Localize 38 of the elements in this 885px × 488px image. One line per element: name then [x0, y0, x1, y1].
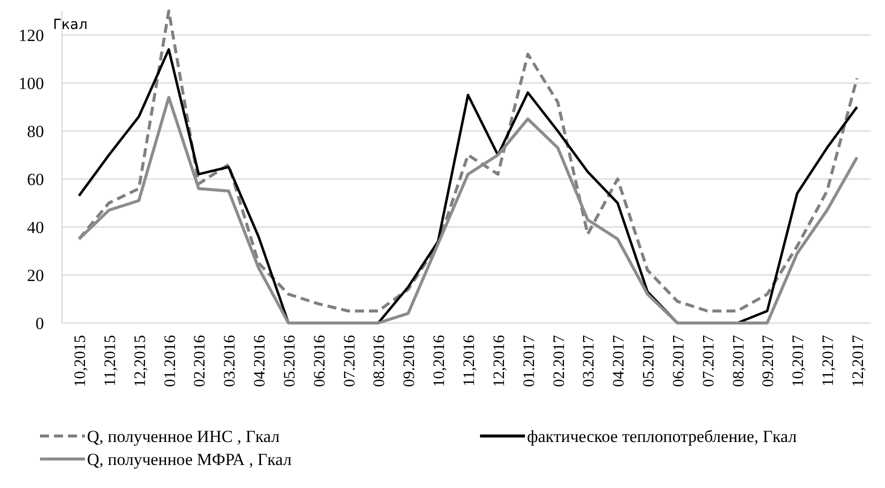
x-tick-label: 11,2017	[820, 335, 838, 386]
x-tick-label: 05.2016	[281, 335, 298, 387]
y-tick-label: 80	[27, 122, 44, 141]
y-tick-label: 120	[18, 26, 44, 45]
x-tick-label: 03.2017	[580, 335, 598, 387]
x-tick-label: 10,2016	[431, 335, 448, 387]
x-tick-label: 10,2015	[72, 335, 89, 387]
x-tick-label: 09.2016	[401, 335, 418, 387]
legend-label: фактическое теплопотребление, Гкал	[527, 426, 798, 446]
x-tick-label: 12,2016	[490, 335, 508, 387]
x-tick-label: 06.2016	[311, 335, 328, 387]
x-tick-label: 06.2017	[670, 335, 688, 387]
x-tick-label: 12,2017	[850, 335, 867, 387]
legend-label: Q, полученное ИНС , Гкал	[87, 426, 280, 446]
x-tick-label: 01.2017	[520, 335, 538, 387]
y-tick-label: 60	[27, 170, 44, 189]
x-tick-label: 10,2017	[790, 335, 808, 387]
x-tick-label: 03.2016	[222, 335, 239, 387]
x-tick-label: 11,2015	[102, 335, 119, 386]
x-tick-label: 07.2017	[700, 335, 718, 387]
x-tick-label: 02.2017	[550, 335, 568, 387]
x-tick-label: 05.2017	[640, 335, 658, 387]
x-tick-label: 04.2016	[252, 335, 269, 387]
x-tick-label: 09.2017	[760, 335, 778, 387]
y-axis-title: Гкал	[53, 17, 88, 33]
y-tick-label: 20	[27, 266, 44, 285]
y-tick-label: 100	[18, 74, 44, 93]
x-tick-label: 02.2016	[192, 335, 209, 387]
x-tick-label: 01.2016	[162, 335, 179, 387]
x-tick-label: 08.2016	[371, 335, 388, 387]
y-tick-label: 0	[36, 314, 44, 333]
y-tick-label: 40	[27, 218, 44, 237]
x-tick-label: 12,2015	[132, 335, 149, 387]
x-tick-label: 04.2017	[610, 335, 628, 387]
legend-label: Q, полученное МФРА , Гкал	[87, 450, 292, 469]
x-tick-label: 11,2016	[461, 335, 478, 386]
x-tick-label: 08.2017	[730, 335, 748, 387]
x-tick-label: 07.2016	[341, 335, 358, 387]
